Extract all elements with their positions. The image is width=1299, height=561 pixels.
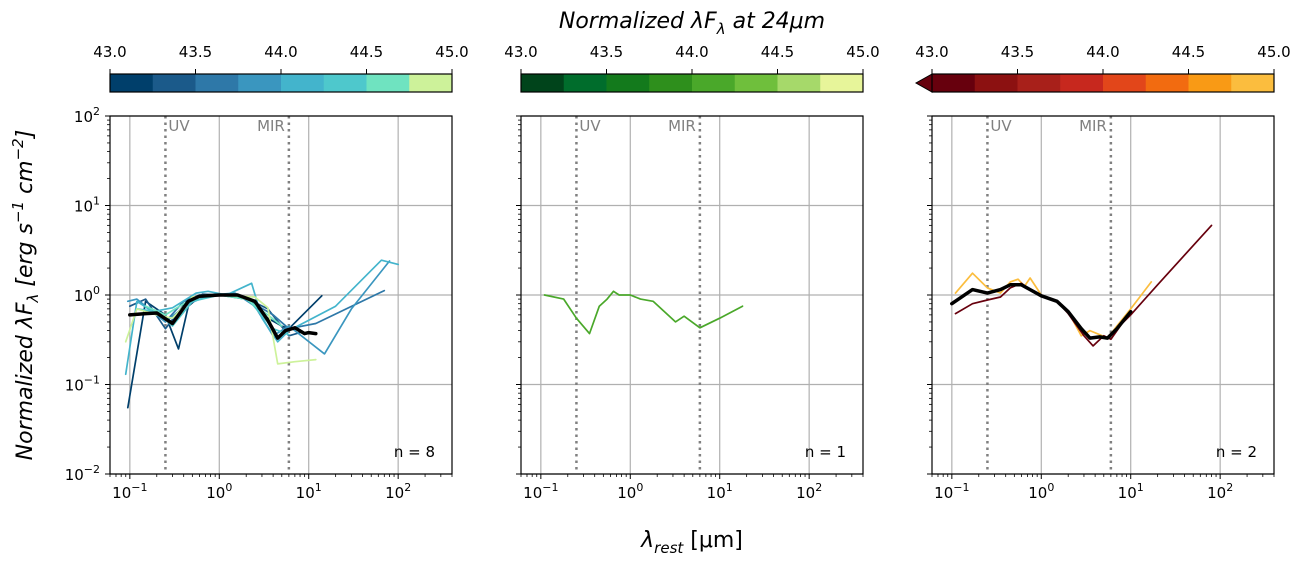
x-tick-label: 101 <box>707 481 733 502</box>
y-tick-label: 100 <box>74 284 100 305</box>
x-tick-label: 10−1 <box>523 481 558 502</box>
mir-label: MIR <box>1079 117 1107 135</box>
colorbar-tick-label: 44.0 <box>675 43 708 61</box>
colorbar-tick-label: 45.0 <box>1257 43 1290 61</box>
colorbar-segment <box>110 74 154 92</box>
sample-count-label: n = 1 <box>805 443 846 461</box>
colorbar-extend-arrow <box>914 73 933 93</box>
x-axis-label: λrest [μm] <box>640 528 743 557</box>
x-tick-label: 10−1 <box>112 481 147 502</box>
colorbar-tick-label: 43.5 <box>590 43 623 61</box>
x-tick-label: 101 <box>1118 481 1144 502</box>
colorbar-segment <box>649 74 693 92</box>
colorbar-segment <box>563 74 607 92</box>
colorbar-3: 43.0 43.5 44.0 44.5 45.0 <box>914 43 1291 93</box>
colorbar-segment <box>1145 74 1189 92</box>
panel-2: UV MIR 10−1 100 101 102 n = 1 <box>516 115 864 502</box>
colorbar-segment <box>281 74 325 92</box>
x-tick-label: 102 <box>385 481 411 502</box>
colorbar-tick-label: 43.5 <box>1001 43 1034 61</box>
figure-title: Normalized λFλ at 24μm <box>559 9 825 38</box>
colorbar-segment <box>323 74 367 92</box>
colorbar-tick-label: 43.0 <box>504 43 537 61</box>
colorbar-segment <box>1060 74 1104 92</box>
colorbar-segment <box>692 74 736 92</box>
colorbar-segment <box>734 74 778 92</box>
colorbar-tick-label: 44.0 <box>1086 43 1119 61</box>
colorbar-segment <box>521 74 565 92</box>
colorbar-tick-label: 44.5 <box>1172 43 1205 61</box>
uv-label: UV <box>168 117 190 135</box>
y-tick-label: 10−2 <box>65 463 100 484</box>
colorbar-tick-label: 45.0 <box>846 43 879 61</box>
colorbar-segment <box>195 74 239 92</box>
colorbar-segment <box>777 74 821 92</box>
colorbar-segment <box>606 74 650 92</box>
x-tick-label: 100 <box>206 481 232 502</box>
sed-series-line <box>543 290 744 335</box>
median-sed-line <box>128 293 318 340</box>
colorbar-tick-label: 43.0 <box>93 43 126 61</box>
sample-count-label: n = 2 <box>1216 443 1257 461</box>
uv-label: UV <box>579 117 601 135</box>
colorbar-segment <box>974 74 1018 92</box>
colorbar-tick-label: 44.0 <box>264 43 297 61</box>
x-tick-label: 100 <box>617 481 643 502</box>
colorbar-tick-label: 45.0 <box>435 43 468 61</box>
colorbar-segment <box>932 74 976 92</box>
colorbar-segment <box>152 74 196 92</box>
colorbar-segment <box>1188 74 1232 92</box>
colorbar-segment <box>1017 74 1061 92</box>
x-tick-label: 102 <box>1207 481 1233 502</box>
colorbar-segment <box>1103 74 1147 92</box>
panels: UV MIR 10−1 100 101 102 10−2 10−1 100 101 102 n = 8… <box>65 105 1275 502</box>
colorbar-2: 43.0 43.5 44.0 44.5 45.0 <box>504 43 880 93</box>
colorbar-segment <box>409 74 453 92</box>
panel-3: UV MIR 10−1 100 101 102 n = 2 <box>927 115 1275 502</box>
colorbar-segment <box>366 74 410 92</box>
sed-series-line <box>954 224 1213 347</box>
x-tick-label: 101 <box>296 481 322 502</box>
x-tick-label: 10−1 <box>934 481 969 502</box>
sed-series-line <box>954 272 1153 339</box>
y-tick-label: 101 <box>74 195 100 216</box>
colorbar-tick-label: 43.0 <box>915 43 948 61</box>
colorbar-1: 43.0 43.5 44.0 44.5 45.0 <box>93 43 469 93</box>
x-tick-label: 100 <box>1028 481 1054 502</box>
uv-label: UV <box>990 117 1012 135</box>
colorbar-segment <box>820 74 864 92</box>
y-axis-label: Normalized λFλ [erg s−1 cm−2] <box>9 130 42 461</box>
mir-label: MIR <box>668 117 696 135</box>
colorbar-tick-label: 43.5 <box>179 43 212 61</box>
median-sed-line <box>950 283 1133 340</box>
mir-label: MIR <box>257 117 285 135</box>
sample-count-label: n = 8 <box>394 443 435 461</box>
colorbar-segment <box>238 74 282 92</box>
colorbars: 43.0 43.5 44.0 44.5 45.0 43.0 43.5 44.0 44.5 45.0… <box>93 43 1291 93</box>
colorbar-tick-label: 44.5 <box>350 43 383 61</box>
colorbar-tick-label: 44.5 <box>761 43 794 61</box>
y-tick-label: 102 <box>74 105 100 126</box>
x-tick-label: 102 <box>796 481 822 502</box>
y-tick-label: 10−1 <box>65 374 100 395</box>
panel-1: UV MIR 10−1 100 101 102 10−2 10−1 100 101 102 n = 8 <box>65 105 453 502</box>
colorbar-segment <box>1231 74 1275 92</box>
